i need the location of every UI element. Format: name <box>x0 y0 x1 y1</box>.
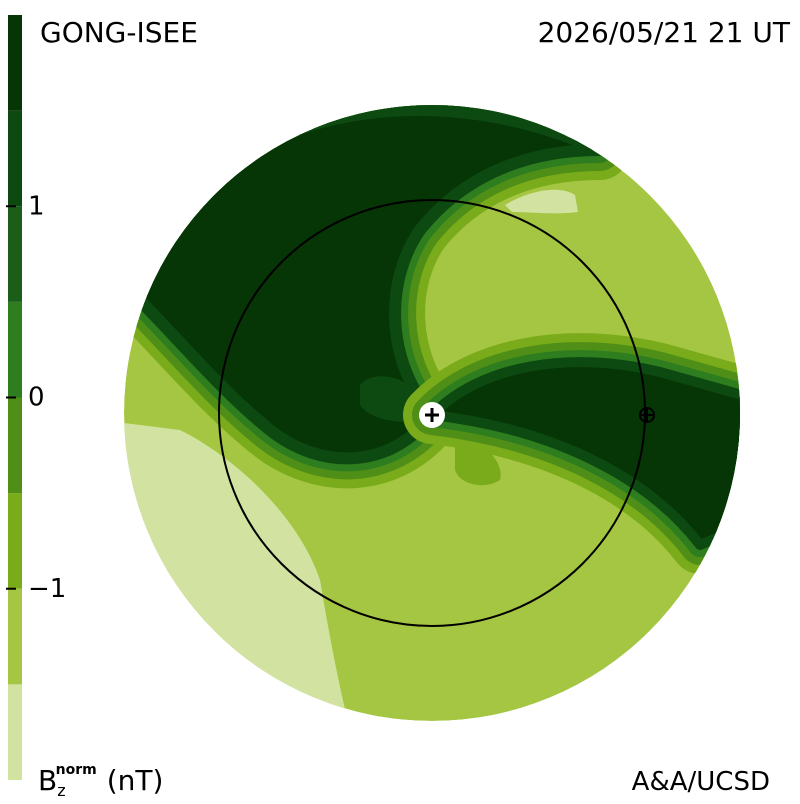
colorbar-tick-label: 1 <box>28 191 45 221</box>
colorbar-band <box>8 493 22 589</box>
earth-marker <box>639 407 655 423</box>
label-unit: (nT) <box>107 764 164 797</box>
colorbar-band <box>8 397 22 494</box>
colorbar-tick-label: 0 <box>28 383 45 413</box>
colorbar-band <box>8 110 22 207</box>
title: GONG-ISEE <box>40 16 198 49</box>
colorbar-tick-label: −1 <box>28 574 66 604</box>
label-subscript: z <box>57 781 65 800</box>
colorbar: 1 0 −1 <box>6 15 66 780</box>
colorbar-band <box>8 15 22 111</box>
credit: A&A/UCSD <box>632 767 770 797</box>
colorbar-band <box>8 588 22 685</box>
upper-sector <box>124 105 630 489</box>
low-field-patch <box>505 189 578 214</box>
sun-marker <box>419 402 445 428</box>
solar-wind-disk <box>124 105 740 721</box>
label-symbol: B <box>38 764 57 797</box>
label-superscript: norm <box>56 762 97 778</box>
timestamp: 2026/05/21 21 UT <box>538 16 791 49</box>
colorbar-label: Bz norm (nT) <box>38 762 163 800</box>
colorbar-band <box>8 206 22 302</box>
earth-orbit <box>218 199 646 627</box>
colorbar-band <box>8 301 22 398</box>
colorbar-band <box>8 684 22 780</box>
